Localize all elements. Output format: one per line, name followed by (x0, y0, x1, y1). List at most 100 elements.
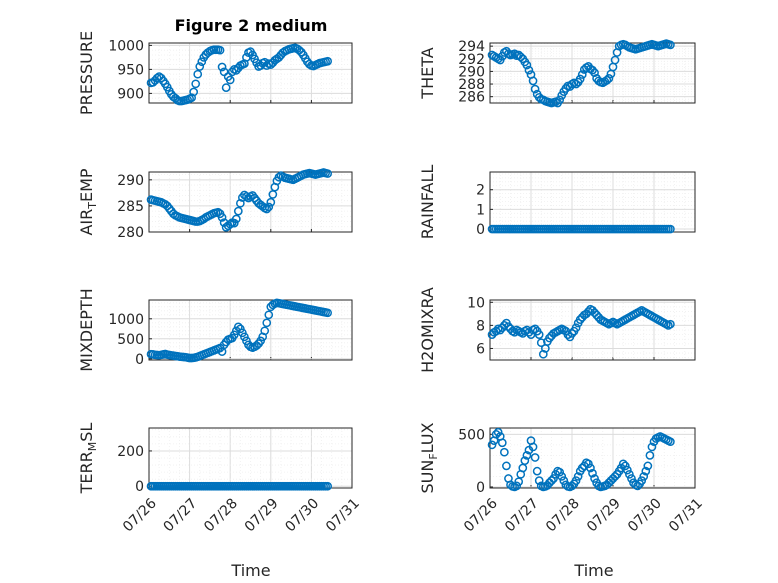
y-tick-label: 2 (476, 183, 485, 199)
data-point (590, 474, 599, 483)
data-point (561, 480, 571, 490)
data-point (522, 451, 532, 460)
data-point (666, 437, 675, 447)
series-h2omixra (487, 304, 675, 359)
data-point (187, 93, 196, 103)
y-tick-label: 1000 (108, 38, 144, 54)
data-point (666, 224, 675, 234)
data-point (586, 463, 595, 473)
data-point (627, 474, 636, 483)
y-axis-label-main: H2OMIXRA (418, 287, 437, 373)
data-point (213, 207, 223, 217)
y-axis-label-main: THETA (418, 47, 437, 99)
y-axis-label-subscript: T (86, 202, 99, 210)
data-point (305, 59, 314, 69)
data-point (191, 79, 201, 89)
y-axis-label: RAINFALL (418, 165, 437, 240)
data-point (573, 472, 583, 481)
axes-box (489, 299, 696, 361)
data-point (536, 338, 546, 348)
data-point (274, 172, 284, 182)
y-axis-label-subscript: F (427, 453, 440, 459)
y-tick-label: 500 (117, 332, 144, 348)
y-axis-label-subscript: M (86, 442, 99, 452)
data-point (520, 456, 530, 465)
data-point (602, 75, 612, 85)
data-point (567, 481, 577, 491)
data-point (637, 476, 647, 485)
series-air_temp (146, 168, 332, 232)
y-tick-label: 292 (458, 52, 485, 68)
data-point (506, 480, 515, 490)
data-point (625, 469, 634, 479)
y-tick-label: 0 (476, 480, 485, 496)
data-point (227, 67, 237, 77)
subplot-air_temp: 280 285 290 AIRTEMP (77, 168, 353, 241)
data-point (487, 440, 497, 450)
data-point (242, 192, 251, 201)
series-terr_msl (146, 481, 332, 491)
data-point (557, 472, 567, 481)
data-point (577, 70, 587, 79)
data-point (229, 218, 239, 228)
data-point (555, 95, 565, 105)
y-tick-label: 0 (476, 222, 485, 238)
data-point (217, 213, 227, 222)
data-point (584, 459, 593, 469)
y-axis-label-tail: SL (77, 423, 96, 442)
series-pressure (146, 43, 332, 106)
data-point (323, 169, 332, 178)
data-point (491, 429, 501, 439)
data-point (530, 84, 540, 94)
data-point (231, 214, 241, 224)
y-axis-label-main: AIR (77, 209, 96, 236)
data-point (233, 322, 243, 332)
y-axis-label: SUNFLUX (418, 422, 440, 493)
data-point (510, 327, 519, 337)
axes-box (148, 42, 353, 104)
data-point (233, 206, 243, 216)
data-point (512, 481, 522, 491)
data-point (567, 329, 577, 338)
data-point (225, 219, 235, 229)
axes-box (489, 42, 696, 104)
series-rainfall (487, 224, 675, 234)
data-point (561, 84, 571, 93)
x-axis-label-left: Time (230, 561, 270, 580)
y-tick-label: 200 (117, 444, 144, 460)
data-point (604, 74, 614, 83)
data-point (571, 476, 581, 485)
y-axis-label: PRESSURE (77, 31, 96, 115)
y-axis-label-tail: LUX (418, 422, 437, 453)
data-point (610, 472, 620, 481)
data-point (643, 461, 653, 471)
data-point (262, 204, 272, 214)
series-sun_flux (487, 427, 675, 492)
y-axis-label-main: TERR (77, 451, 96, 494)
axes-box (489, 427, 696, 489)
y-tick-label: 1000 (108, 312, 144, 328)
axes-box (148, 299, 353, 361)
data-point (502, 461, 511, 471)
data-point (197, 57, 207, 67)
data-point (647, 442, 657, 452)
data-point (530, 324, 540, 334)
data-point (528, 442, 538, 452)
y-tick-label: 950 (117, 62, 144, 78)
data-point (610, 55, 620, 65)
data-point (534, 476, 544, 485)
data-point (215, 45, 225, 55)
data-point (225, 75, 235, 85)
data-point (323, 308, 332, 318)
data-point (236, 198, 245, 208)
y-tick-label: 6 (476, 341, 485, 357)
y-axis-label-main: MIXDEPTH (77, 288, 96, 371)
data-point (645, 451, 655, 460)
data-point (555, 467, 565, 477)
data-point (534, 330, 544, 339)
x-axis-label-right: Time (573, 561, 613, 580)
data-point (620, 461, 630, 471)
data-point (590, 68, 599, 78)
